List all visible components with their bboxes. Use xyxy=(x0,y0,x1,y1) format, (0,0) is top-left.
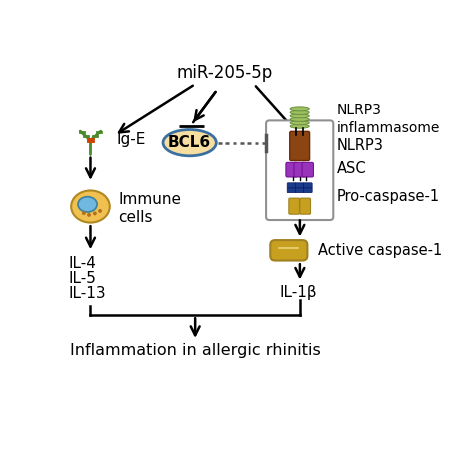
FancyBboxPatch shape xyxy=(302,163,313,177)
Text: Ig-E: Ig-E xyxy=(116,131,146,146)
Text: NLRP3: NLRP3 xyxy=(337,138,383,153)
Ellipse shape xyxy=(163,129,216,156)
Text: Inflammation in allergic rhinitis: Inflammation in allergic rhinitis xyxy=(70,343,320,358)
Text: miR-205-5p: miR-205-5p xyxy=(176,64,273,82)
Ellipse shape xyxy=(290,124,309,128)
FancyBboxPatch shape xyxy=(294,163,305,177)
Circle shape xyxy=(94,212,96,215)
Circle shape xyxy=(88,214,90,216)
FancyBboxPatch shape xyxy=(270,240,308,261)
Text: IL-13: IL-13 xyxy=(68,286,106,301)
FancyBboxPatch shape xyxy=(286,163,297,177)
Text: NLRP3
inflammasome: NLRP3 inflammasome xyxy=(337,103,440,135)
Text: Active caspase-1: Active caspase-1 xyxy=(318,243,443,258)
Text: IL-1β: IL-1β xyxy=(280,285,317,300)
Text: BCL6: BCL6 xyxy=(168,135,211,150)
FancyBboxPatch shape xyxy=(303,183,312,188)
Text: ASC: ASC xyxy=(337,161,366,176)
FancyBboxPatch shape xyxy=(287,183,296,188)
FancyBboxPatch shape xyxy=(287,188,296,192)
FancyBboxPatch shape xyxy=(266,120,333,220)
Ellipse shape xyxy=(290,117,309,121)
Text: IL-5: IL-5 xyxy=(68,271,96,286)
Ellipse shape xyxy=(78,197,97,212)
Text: Immune
cells: Immune cells xyxy=(118,192,181,225)
Circle shape xyxy=(82,212,85,214)
Ellipse shape xyxy=(290,121,309,125)
FancyBboxPatch shape xyxy=(289,198,300,214)
FancyBboxPatch shape xyxy=(303,188,312,192)
Ellipse shape xyxy=(290,107,309,111)
Text: Pro-caspase-1: Pro-caspase-1 xyxy=(337,189,440,204)
Ellipse shape xyxy=(71,191,110,223)
Text: IL-4: IL-4 xyxy=(68,255,96,271)
FancyBboxPatch shape xyxy=(295,183,304,188)
FancyBboxPatch shape xyxy=(295,188,304,192)
FancyBboxPatch shape xyxy=(300,198,310,214)
Ellipse shape xyxy=(290,114,309,118)
Ellipse shape xyxy=(290,110,309,114)
Circle shape xyxy=(99,210,101,212)
FancyBboxPatch shape xyxy=(290,131,310,161)
